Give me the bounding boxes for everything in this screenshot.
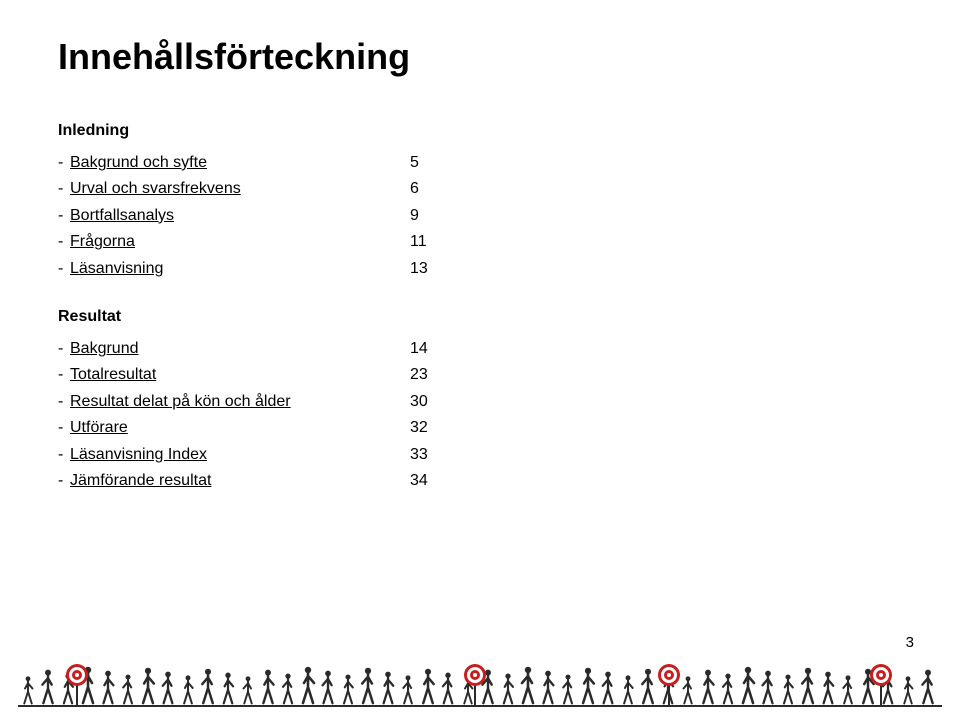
toc-page: 33 bbox=[410, 442, 450, 468]
dash: - bbox=[58, 362, 70, 388]
target-icon bbox=[868, 662, 894, 707]
content-area: Innehållsförteckning Inledning - Bakgrun… bbox=[0, 0, 960, 494]
toc-section-inledning: Inledning - Bakgrund och syfte 5 - Urval… bbox=[58, 122, 902, 282]
person-silhouette-icon bbox=[798, 666, 818, 705]
person-silhouette-icon bbox=[278, 672, 298, 705]
person-silhouette-icon bbox=[918, 668, 938, 705]
footer-illustration bbox=[18, 661, 942, 707]
person-silhouette-icon bbox=[758, 669, 778, 705]
person-silhouette-icon bbox=[218, 671, 238, 705]
person-silhouette-icon bbox=[258, 668, 278, 705]
toc-page: 23 bbox=[410, 362, 450, 388]
dash: - bbox=[58, 442, 70, 468]
toc-label[interactable]: Frågorna bbox=[70, 229, 410, 255]
toc-row: - Frågorna 11 bbox=[58, 229, 902, 255]
silhouette-band bbox=[18, 661, 942, 707]
toc-page: 14 bbox=[410, 336, 450, 362]
person-silhouette-icon bbox=[138, 666, 158, 705]
toc-page: 9 bbox=[410, 203, 450, 229]
toc-row: - Jämförande resultat 34 bbox=[58, 468, 902, 494]
toc-row: - Utförare 32 bbox=[58, 415, 902, 441]
section-heading: Resultat bbox=[58, 308, 902, 326]
person-silhouette-icon bbox=[818, 670, 838, 705]
toc-label[interactable]: Utförare bbox=[70, 415, 410, 441]
person-silhouette-icon bbox=[898, 675, 918, 705]
person-silhouette-icon bbox=[118, 673, 138, 705]
person-silhouette-icon bbox=[158, 670, 178, 705]
toc-label[interactable]: Urval och svarsfrekvens bbox=[70, 176, 410, 202]
toc-section-resultat: Resultat - Bakgrund 14 - Totalresultat 2… bbox=[58, 308, 902, 494]
dash: - bbox=[58, 468, 70, 494]
person-silhouette-icon bbox=[438, 671, 458, 705]
person-silhouette-icon bbox=[578, 666, 598, 705]
dash: - bbox=[58, 176, 70, 202]
toc-label[interactable]: Totalresultat bbox=[70, 362, 410, 388]
person-silhouette-icon bbox=[698, 668, 718, 705]
person-silhouette-icon bbox=[738, 665, 758, 705]
toc-row: - Läsanvisning Index 33 bbox=[58, 442, 902, 468]
dash: - bbox=[58, 415, 70, 441]
toc-label[interactable]: Bakgrund och syfte bbox=[70, 150, 410, 176]
dash: - bbox=[58, 336, 70, 362]
section-heading: Inledning bbox=[58, 122, 902, 140]
toc-page: 11 bbox=[410, 229, 450, 255]
toc-page: 30 bbox=[410, 389, 450, 415]
person-silhouette-icon bbox=[538, 669, 558, 705]
person-silhouette-icon bbox=[238, 675, 258, 705]
toc-row: - Urval och svarsfrekvens 6 bbox=[58, 176, 902, 202]
dash: - bbox=[58, 203, 70, 229]
person-silhouette-icon bbox=[378, 670, 398, 705]
toc-page: 32 bbox=[410, 415, 450, 441]
toc-row: - Totalresultat 23 bbox=[58, 362, 902, 388]
person-silhouette-icon bbox=[498, 672, 518, 705]
person-silhouette-icon bbox=[778, 673, 798, 705]
person-silhouette-icon bbox=[338, 673, 358, 705]
document-page: Innehållsförteckning Inledning - Bakgrun… bbox=[0, 0, 960, 719]
dash: - bbox=[58, 389, 70, 415]
toc-page: 5 bbox=[410, 150, 450, 176]
person-silhouette-icon bbox=[398, 674, 418, 705]
toc-page: 13 bbox=[410, 256, 450, 282]
person-silhouette-icon bbox=[198, 667, 218, 705]
target-icon bbox=[462, 662, 488, 707]
toc-label[interactable]: Läsanvisning bbox=[70, 256, 410, 282]
person-silhouette-icon bbox=[358, 666, 378, 705]
person-silhouette-icon bbox=[618, 674, 638, 705]
person-silhouette-icon bbox=[558, 673, 578, 705]
toc-label[interactable]: Bakgrund bbox=[70, 336, 410, 362]
person-silhouette-icon bbox=[718, 672, 738, 705]
toc-row: - Resultat delat på kön och ålder 30 bbox=[58, 389, 902, 415]
person-silhouette-icon bbox=[38, 668, 58, 705]
dash: - bbox=[58, 229, 70, 255]
person-silhouette-icon bbox=[298, 665, 318, 705]
toc-label[interactable]: Bortfallsanalys bbox=[70, 203, 410, 229]
toc-row: - Bakgrund och syfte 5 bbox=[58, 150, 902, 176]
person-silhouette-icon bbox=[98, 669, 118, 705]
person-silhouette-icon bbox=[518, 665, 538, 705]
page-title: Innehållsförteckning bbox=[58, 36, 902, 78]
person-silhouette-icon bbox=[318, 669, 338, 705]
person-silhouette-icon bbox=[838, 674, 858, 705]
toc-page: 6 bbox=[410, 176, 450, 202]
person-silhouette-icon bbox=[418, 667, 438, 705]
person-silhouette-icon bbox=[178, 674, 198, 705]
dash: - bbox=[58, 256, 70, 282]
toc-row: - Bortfallsanalys 9 bbox=[58, 203, 902, 229]
person-silhouette-icon bbox=[598, 670, 618, 705]
target-icon bbox=[656, 662, 682, 707]
toc-page: 34 bbox=[410, 468, 450, 494]
target-icon bbox=[64, 662, 90, 707]
dash: - bbox=[58, 150, 70, 176]
toc-row: - Bakgrund 14 bbox=[58, 336, 902, 362]
page-number: 3 bbox=[906, 634, 914, 651]
toc-row: - Läsanvisning 13 bbox=[58, 256, 902, 282]
toc-label[interactable]: Resultat delat på kön och ålder bbox=[70, 389, 410, 415]
toc-label[interactable]: Jämförande resultat bbox=[70, 468, 410, 494]
person-silhouette-icon bbox=[938, 672, 942, 705]
toc-label[interactable]: Läsanvisning Index bbox=[70, 442, 410, 468]
person-silhouette-icon bbox=[18, 675, 38, 705]
